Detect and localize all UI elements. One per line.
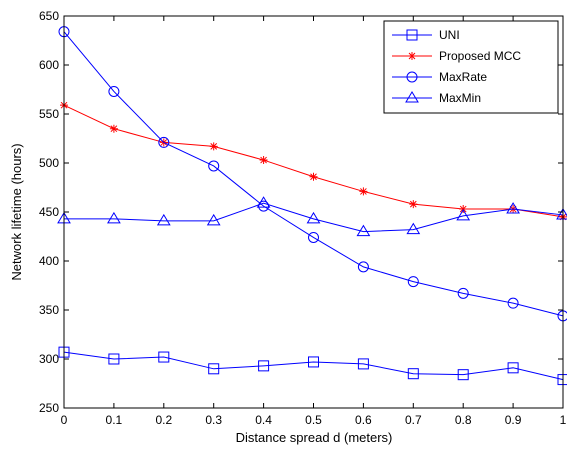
y-tick-label: 350: [39, 303, 59, 317]
legend-label: UNI: [439, 28, 460, 42]
y-tick-label: 450: [39, 205, 59, 219]
y-axis-label: Network lifetime (hours): [9, 143, 24, 280]
x-tick-label: 0.3: [205, 413, 222, 427]
data-point: [107, 211, 121, 224]
data-point: [108, 85, 120, 97]
data-point: [209, 142, 218, 151]
data-point: [506, 202, 520, 214]
legend-marker: [408, 52, 416, 60]
data-point: [158, 136, 170, 148]
series-line: [63, 351, 564, 381]
data-point: [306, 211, 321, 224]
data-point: [407, 276, 419, 288]
legend-marker: [406, 71, 418, 83]
x-tick-label: 0: [61, 413, 68, 427]
data-point: [109, 124, 118, 133]
x-tick-label: 1: [560, 413, 567, 427]
x-tick-label: 0.7: [405, 413, 422, 427]
data-point: [258, 360, 270, 372]
y-tick-label: 500: [39, 156, 59, 170]
data-point: [308, 231, 319, 243]
data-point: [259, 156, 268, 165]
legend-label: Proposed MCC: [439, 49, 521, 63]
data-point: [156, 213, 171, 226]
legend-label: MaxRate: [439, 70, 487, 84]
series-line: [64, 202, 564, 233]
data-point: [457, 287, 469, 299]
x-tick-label: 0.9: [505, 413, 522, 427]
data-point: [256, 196, 271, 208]
x-tick-label: 0.1: [106, 413, 123, 427]
x-tick-label: 0.5: [305, 413, 322, 427]
data-point: [108, 353, 120, 365]
data-point: [359, 187, 368, 196]
y-tick-label: 600: [39, 58, 59, 72]
data-point: [507, 362, 519, 374]
data-point: [206, 213, 221, 226]
data-point: [406, 222, 421, 235]
legend-marker: [405, 91, 419, 103]
data-point: [208, 363, 220, 375]
data-point: [356, 224, 371, 237]
y-tick-label: 650: [39, 9, 59, 23]
data-point: [357, 261, 369, 273]
data-point: [456, 208, 471, 221]
x-tick-label: 0.4: [255, 413, 272, 427]
legend: UNI Proposed MCC MaxRate MaxMin: [383, 20, 559, 114]
x-tick-label: 0.6: [355, 413, 372, 427]
x-tick-label: 0.8: [455, 413, 472, 427]
x-tick-label: 0.2: [155, 413, 172, 427]
data-point: [409, 200, 418, 209]
data-point: [407, 368, 419, 380]
data-point: [308, 356, 319, 368]
x-axis-label: Distance spread d (meters): [236, 430, 393, 445]
data-point: [208, 160, 220, 172]
data-point: [457, 369, 469, 381]
y-tick-label: 300: [39, 352, 59, 366]
data-point: [357, 358, 369, 370]
data-point: [507, 297, 519, 309]
series-line: [63, 31, 564, 317]
y-tick-label: 250: [39, 401, 59, 415]
y-tick-label: 550: [39, 107, 59, 121]
data-point: [309, 172, 318, 181]
y-tick-label: 400: [39, 254, 59, 268]
legend-label: MaxMin: [439, 91, 481, 105]
data-point: [158, 351, 170, 363]
legend-marker: [406, 29, 418, 41]
